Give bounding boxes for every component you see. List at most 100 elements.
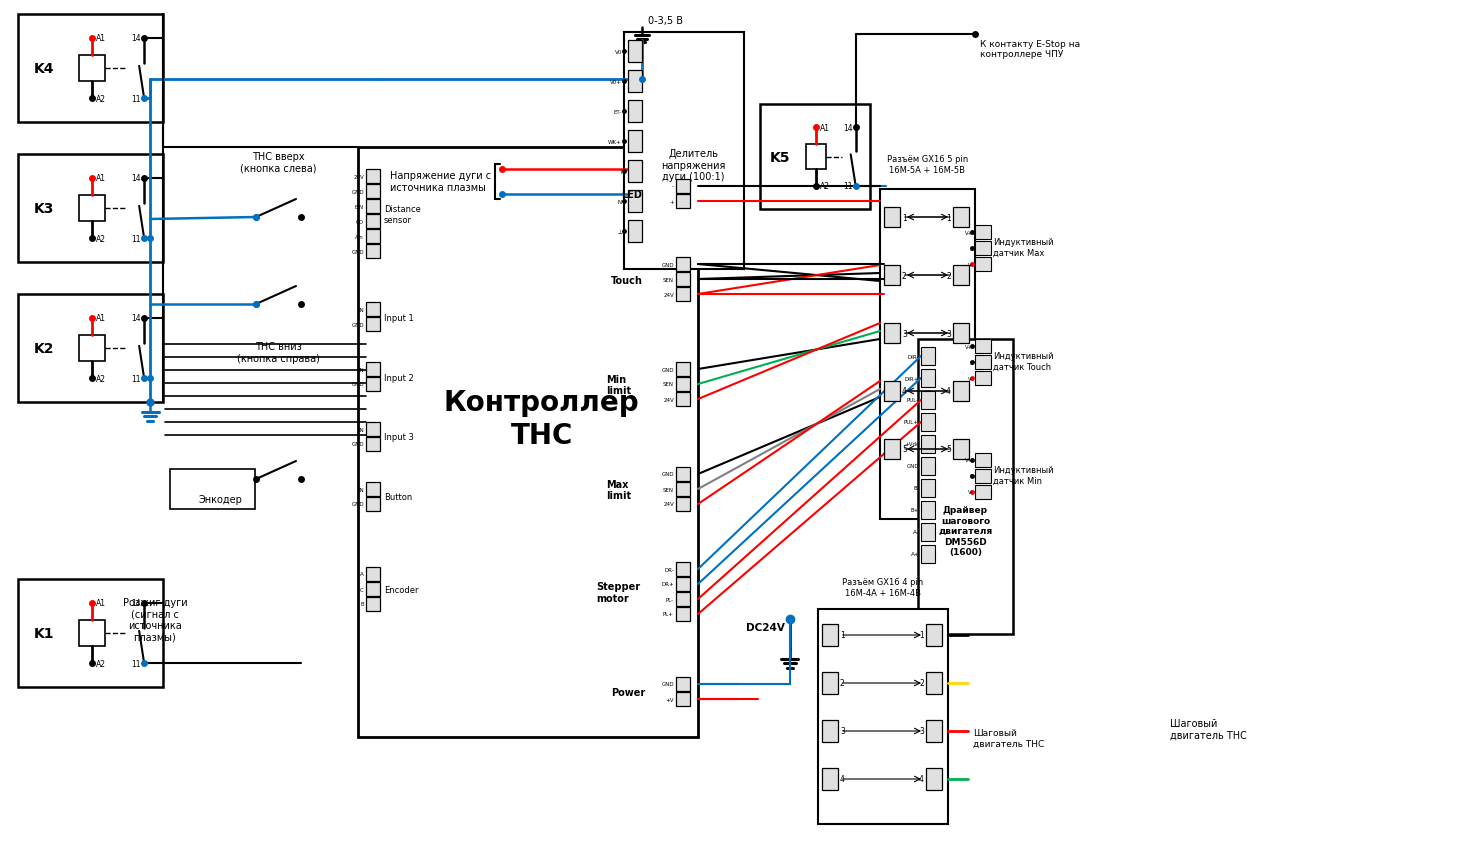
Text: B-: B- — [913, 486, 919, 491]
Text: Разъём GX16 4 pin
16М-4А + 16М-4В: Разъём GX16 4 pin 16М-4А + 16М-4В — [843, 578, 924, 597]
Bar — [18, 579, 163, 688]
Text: Distance
sensor: Distance sensor — [384, 205, 421, 224]
Bar — [822, 672, 838, 694]
Text: 3: 3 — [840, 727, 844, 735]
Bar — [171, 469, 254, 509]
Bar — [18, 155, 163, 262]
Text: Button: Button — [384, 493, 412, 502]
Bar — [628, 131, 641, 153]
Text: DIR+: DIR+ — [905, 376, 919, 381]
Text: Touch: Touch — [610, 275, 643, 285]
Bar — [975, 355, 991, 370]
Bar — [677, 498, 690, 511]
Text: V-: V- — [968, 490, 972, 495]
Text: 4: 4 — [946, 387, 950, 396]
Text: 14: 14 — [131, 34, 141, 43]
Bar — [975, 486, 991, 499]
Text: N: N — [618, 199, 622, 204]
Bar — [366, 423, 380, 436]
Bar — [366, 567, 380, 581]
Text: 3: 3 — [946, 329, 950, 338]
Bar — [921, 502, 936, 520]
Bar — [921, 523, 936, 541]
Text: Делитель
напряжения
дуги (100:1): Делитель напряжения дуги (100:1) — [662, 149, 725, 182]
Bar — [628, 71, 641, 93]
Text: 1: 1 — [840, 630, 844, 640]
Text: GND: GND — [352, 442, 363, 447]
Bar — [975, 469, 991, 483]
Text: 1: 1 — [919, 630, 924, 640]
Text: GND: GND — [662, 472, 674, 477]
Text: 5: 5 — [946, 445, 950, 454]
Text: IN: IN — [359, 427, 363, 432]
Bar — [357, 148, 699, 737]
Text: Min
limit: Min limit — [606, 374, 631, 396]
Text: S: S — [969, 360, 972, 365]
Text: B: B — [360, 602, 363, 607]
Text: 11: 11 — [131, 234, 141, 244]
Text: 3: 3 — [902, 329, 908, 338]
Text: Индуктивный
датчик Max: Индуктивный датчик Max — [993, 238, 1053, 257]
Text: A1: A1 — [96, 599, 106, 607]
Text: GND: GND — [352, 382, 363, 387]
Text: SEN: SEN — [663, 487, 674, 492]
Text: 14: 14 — [131, 314, 141, 323]
Text: V+: V+ — [965, 230, 972, 235]
Text: +: + — [669, 199, 674, 204]
Bar — [927, 769, 941, 790]
Text: Power: Power — [610, 688, 646, 697]
Text: 0-3,5 В: 0-3,5 В — [649, 16, 684, 26]
Text: K2: K2 — [34, 342, 54, 355]
Bar — [79, 620, 104, 646]
Bar — [921, 413, 936, 431]
Text: A1: A1 — [96, 314, 106, 323]
Bar — [366, 318, 380, 331]
Text: A2: A2 — [821, 182, 830, 191]
Bar — [921, 480, 936, 498]
Text: B+: B+ — [911, 508, 919, 513]
Bar — [677, 180, 690, 193]
Text: 1: 1 — [946, 213, 950, 222]
Bar — [677, 578, 690, 591]
Bar — [921, 458, 936, 475]
Text: PUL+: PUL+ — [905, 420, 919, 425]
Text: A1: A1 — [821, 124, 830, 132]
Text: GND: GND — [352, 249, 363, 254]
Bar — [366, 377, 380, 392]
Text: ⊥: ⊥ — [618, 229, 622, 234]
Bar — [818, 609, 947, 824]
Text: GND: GND — [662, 262, 674, 268]
Text: Индуктивный
датчик Touch: Индуктивный датчик Touch — [993, 352, 1053, 371]
Text: 2: 2 — [902, 271, 906, 280]
Bar — [18, 295, 163, 402]
Bar — [677, 468, 690, 481]
Bar — [79, 196, 104, 222]
Text: 11: 11 — [131, 374, 141, 383]
Text: K4: K4 — [34, 62, 54, 76]
Bar — [18, 15, 163, 123]
Text: GND: GND — [662, 367, 674, 372]
Text: 2: 2 — [840, 679, 844, 688]
Bar — [884, 440, 900, 459]
Bar — [806, 145, 827, 170]
Bar — [927, 720, 941, 742]
Bar — [975, 453, 991, 468]
Bar — [677, 195, 690, 209]
Text: 24V: 24V — [663, 397, 674, 402]
Text: IN: IN — [359, 487, 363, 492]
Text: IN: IN — [359, 367, 363, 372]
Bar — [822, 769, 838, 790]
Bar — [953, 440, 969, 459]
Text: S: S — [969, 474, 972, 479]
Bar — [822, 625, 838, 646]
Bar — [366, 363, 380, 377]
Bar — [953, 208, 969, 227]
Text: SEN: SEN — [663, 382, 674, 387]
Bar — [921, 392, 936, 410]
Bar — [677, 607, 690, 621]
Text: S: S — [969, 246, 972, 251]
Text: 11: 11 — [843, 182, 853, 191]
Bar — [921, 348, 936, 366]
Bar — [677, 482, 690, 497]
Bar — [677, 363, 690, 377]
